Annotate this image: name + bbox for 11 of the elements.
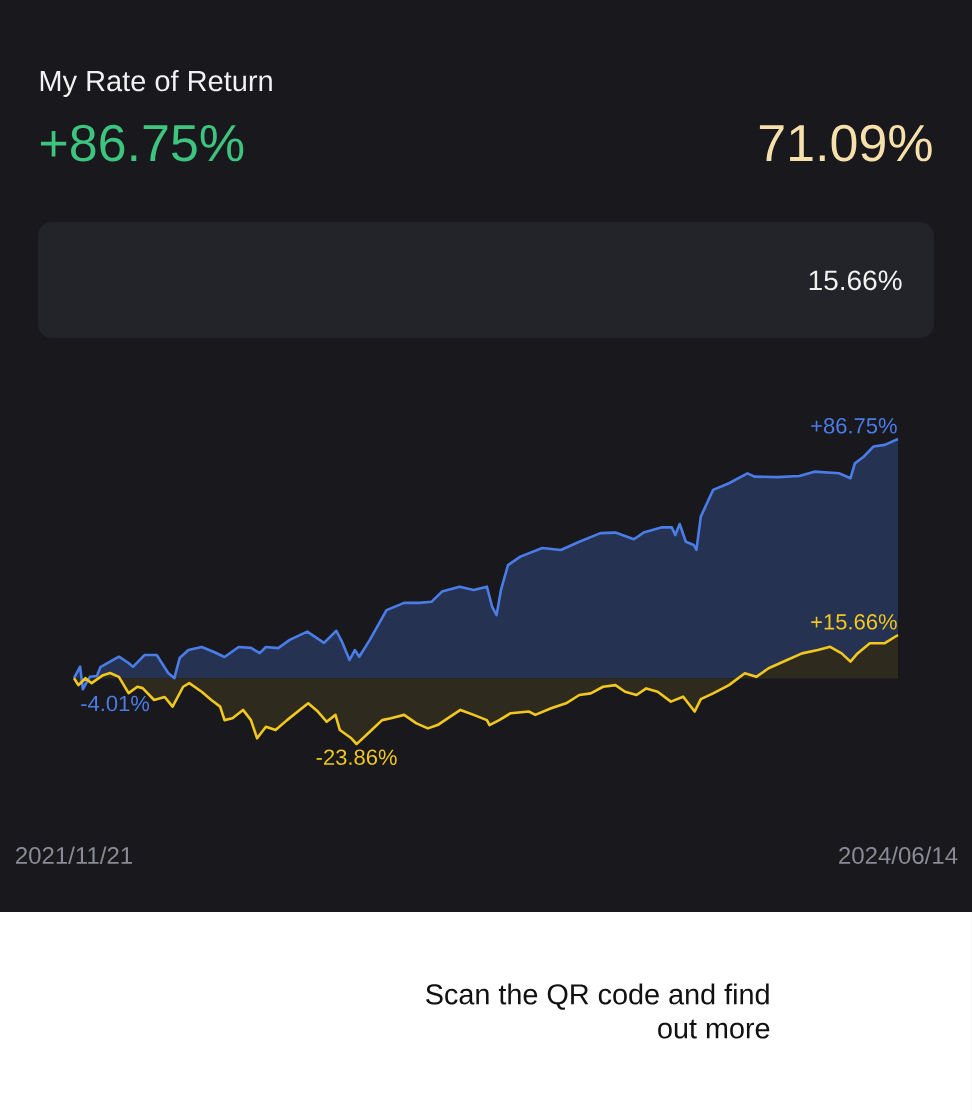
x-tick-label: 2021/11/21 bbox=[16, 846, 132, 865]
text: +86.75% bbox=[40, 124, 244, 162]
data-label: -23.86% bbox=[316, 749, 397, 765]
data-label: +15.66% bbox=[811, 614, 897, 630]
data-label: +86.75% bbox=[811, 418, 897, 434]
data-label: -4.01% bbox=[81, 695, 150, 712]
text: 71.09% bbox=[759, 124, 932, 162]
text: Scan the QR code and find out more bbox=[426, 983, 770, 1039]
text: 15.66% bbox=[809, 270, 902, 291]
x-tick-label: 2024/06/14 bbox=[839, 846, 958, 865]
text: My Rate of Return bbox=[40, 70, 272, 98]
